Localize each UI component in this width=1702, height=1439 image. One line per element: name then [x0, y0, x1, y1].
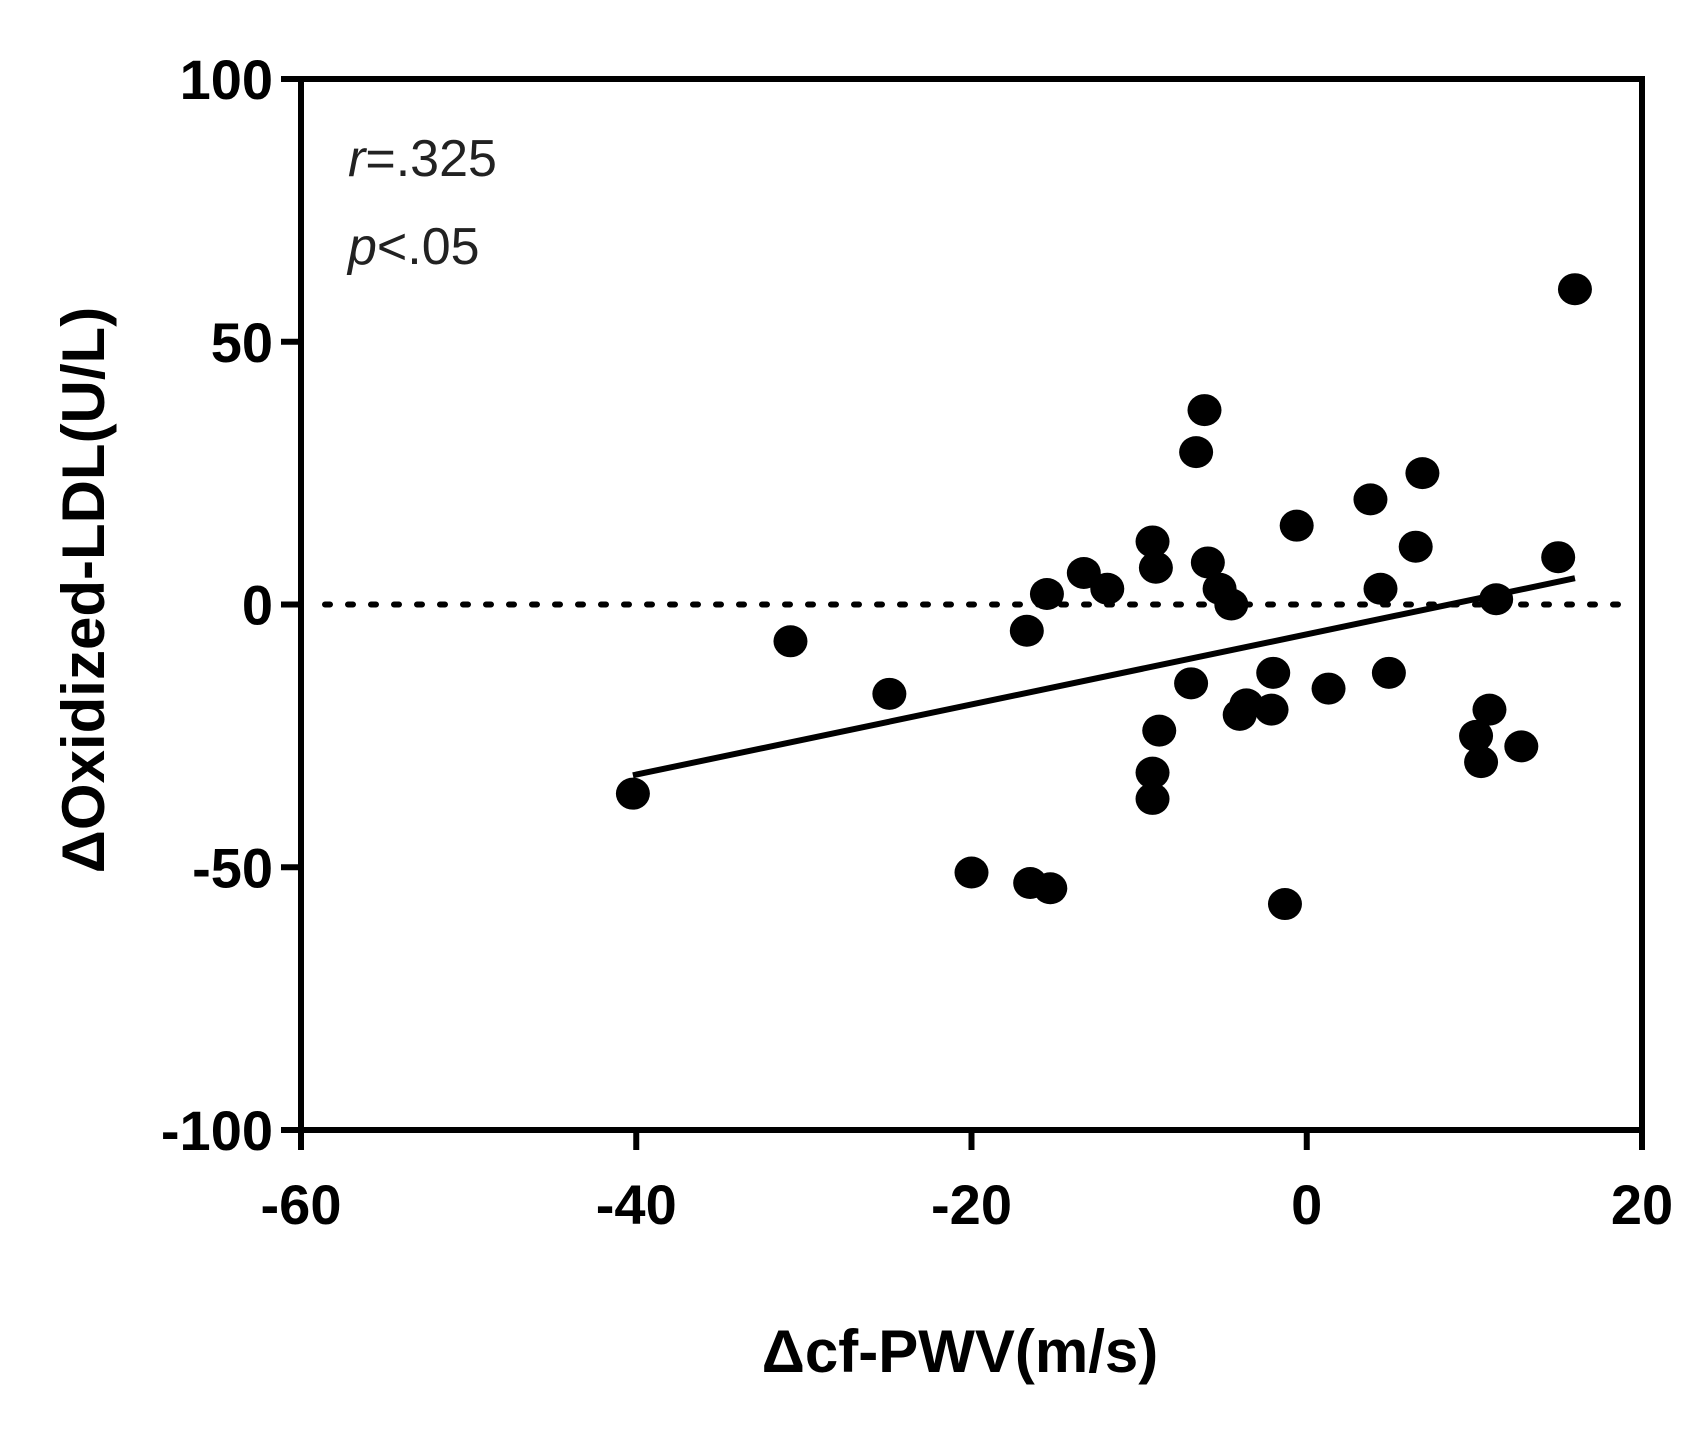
p-annotation: p<.05 [346, 218, 480, 276]
y-axis-title: ΔOxidized-LDL(U/L) [50, 307, 117, 873]
data-point [1135, 525, 1170, 558]
data-point [773, 625, 808, 658]
data-point [1090, 572, 1125, 605]
r-symbol: r [348, 130, 368, 188]
data-point [1405, 457, 1440, 490]
r-annotation: r=.325 [348, 130, 497, 188]
data-point [1311, 672, 1346, 705]
x-tick-label: -20 [931, 1173, 1012, 1236]
x-axis-ticks: -60 -40 -20 0 20 [261, 1130, 1673, 1236]
r-value: =.325 [365, 130, 497, 188]
data-point [1459, 719, 1494, 752]
p-symbol: p [346, 218, 377, 276]
data-point [1254, 693, 1289, 726]
data-point [1142, 714, 1177, 747]
y-tick-label: 50 [211, 311, 273, 374]
x-axis-title: Δcf-PWV(m/s) [762, 1318, 1158, 1385]
data-point [1009, 614, 1044, 647]
data-point [1066, 556, 1101, 589]
data-point [872, 677, 907, 710]
data-point [1398, 530, 1433, 563]
data-point [615, 777, 650, 810]
y-axis-ticks: 100 50 0 -50 -100 [161, 48, 301, 1162]
data-point [1363, 572, 1398, 605]
y-tick-label: 0 [242, 574, 273, 637]
p-value: <.05 [377, 218, 480, 276]
data-point [1464, 746, 1499, 779]
y-tick-label: 100 [180, 48, 273, 111]
data-point [1472, 693, 1507, 726]
x-tick-label: -40 [596, 1173, 677, 1236]
data-point [1135, 756, 1170, 789]
regression-fit-line [632, 575, 1576, 779]
data-point [1557, 273, 1592, 306]
data-point [1353, 483, 1388, 516]
data-point [1214, 588, 1249, 621]
data-points [615, 273, 1592, 921]
y-tick-label: -50 [192, 836, 273, 899]
data-point [1504, 730, 1539, 763]
data-point [1279, 509, 1314, 542]
data-point [1479, 583, 1514, 616]
data-point [1174, 667, 1209, 700]
y-tick-label: -100 [161, 1099, 273, 1162]
data-point [1371, 656, 1406, 689]
data-point [1138, 551, 1173, 584]
data-point [1029, 577, 1064, 610]
data-point [1033, 872, 1068, 905]
data-point [1267, 888, 1302, 921]
x-tick-label: 20 [1611, 1173, 1673, 1236]
data-point [1190, 546, 1225, 579]
x-tick-label: 0 [1291, 1173, 1322, 1236]
data-point [1187, 394, 1222, 427]
data-point [1256, 656, 1291, 689]
data-point [1135, 782, 1170, 815]
data-point [1541, 541, 1576, 574]
data-point [1179, 436, 1214, 469]
data-point [954, 856, 989, 889]
regression-line [632, 575, 1576, 779]
x-tick-label: -60 [261, 1173, 342, 1236]
